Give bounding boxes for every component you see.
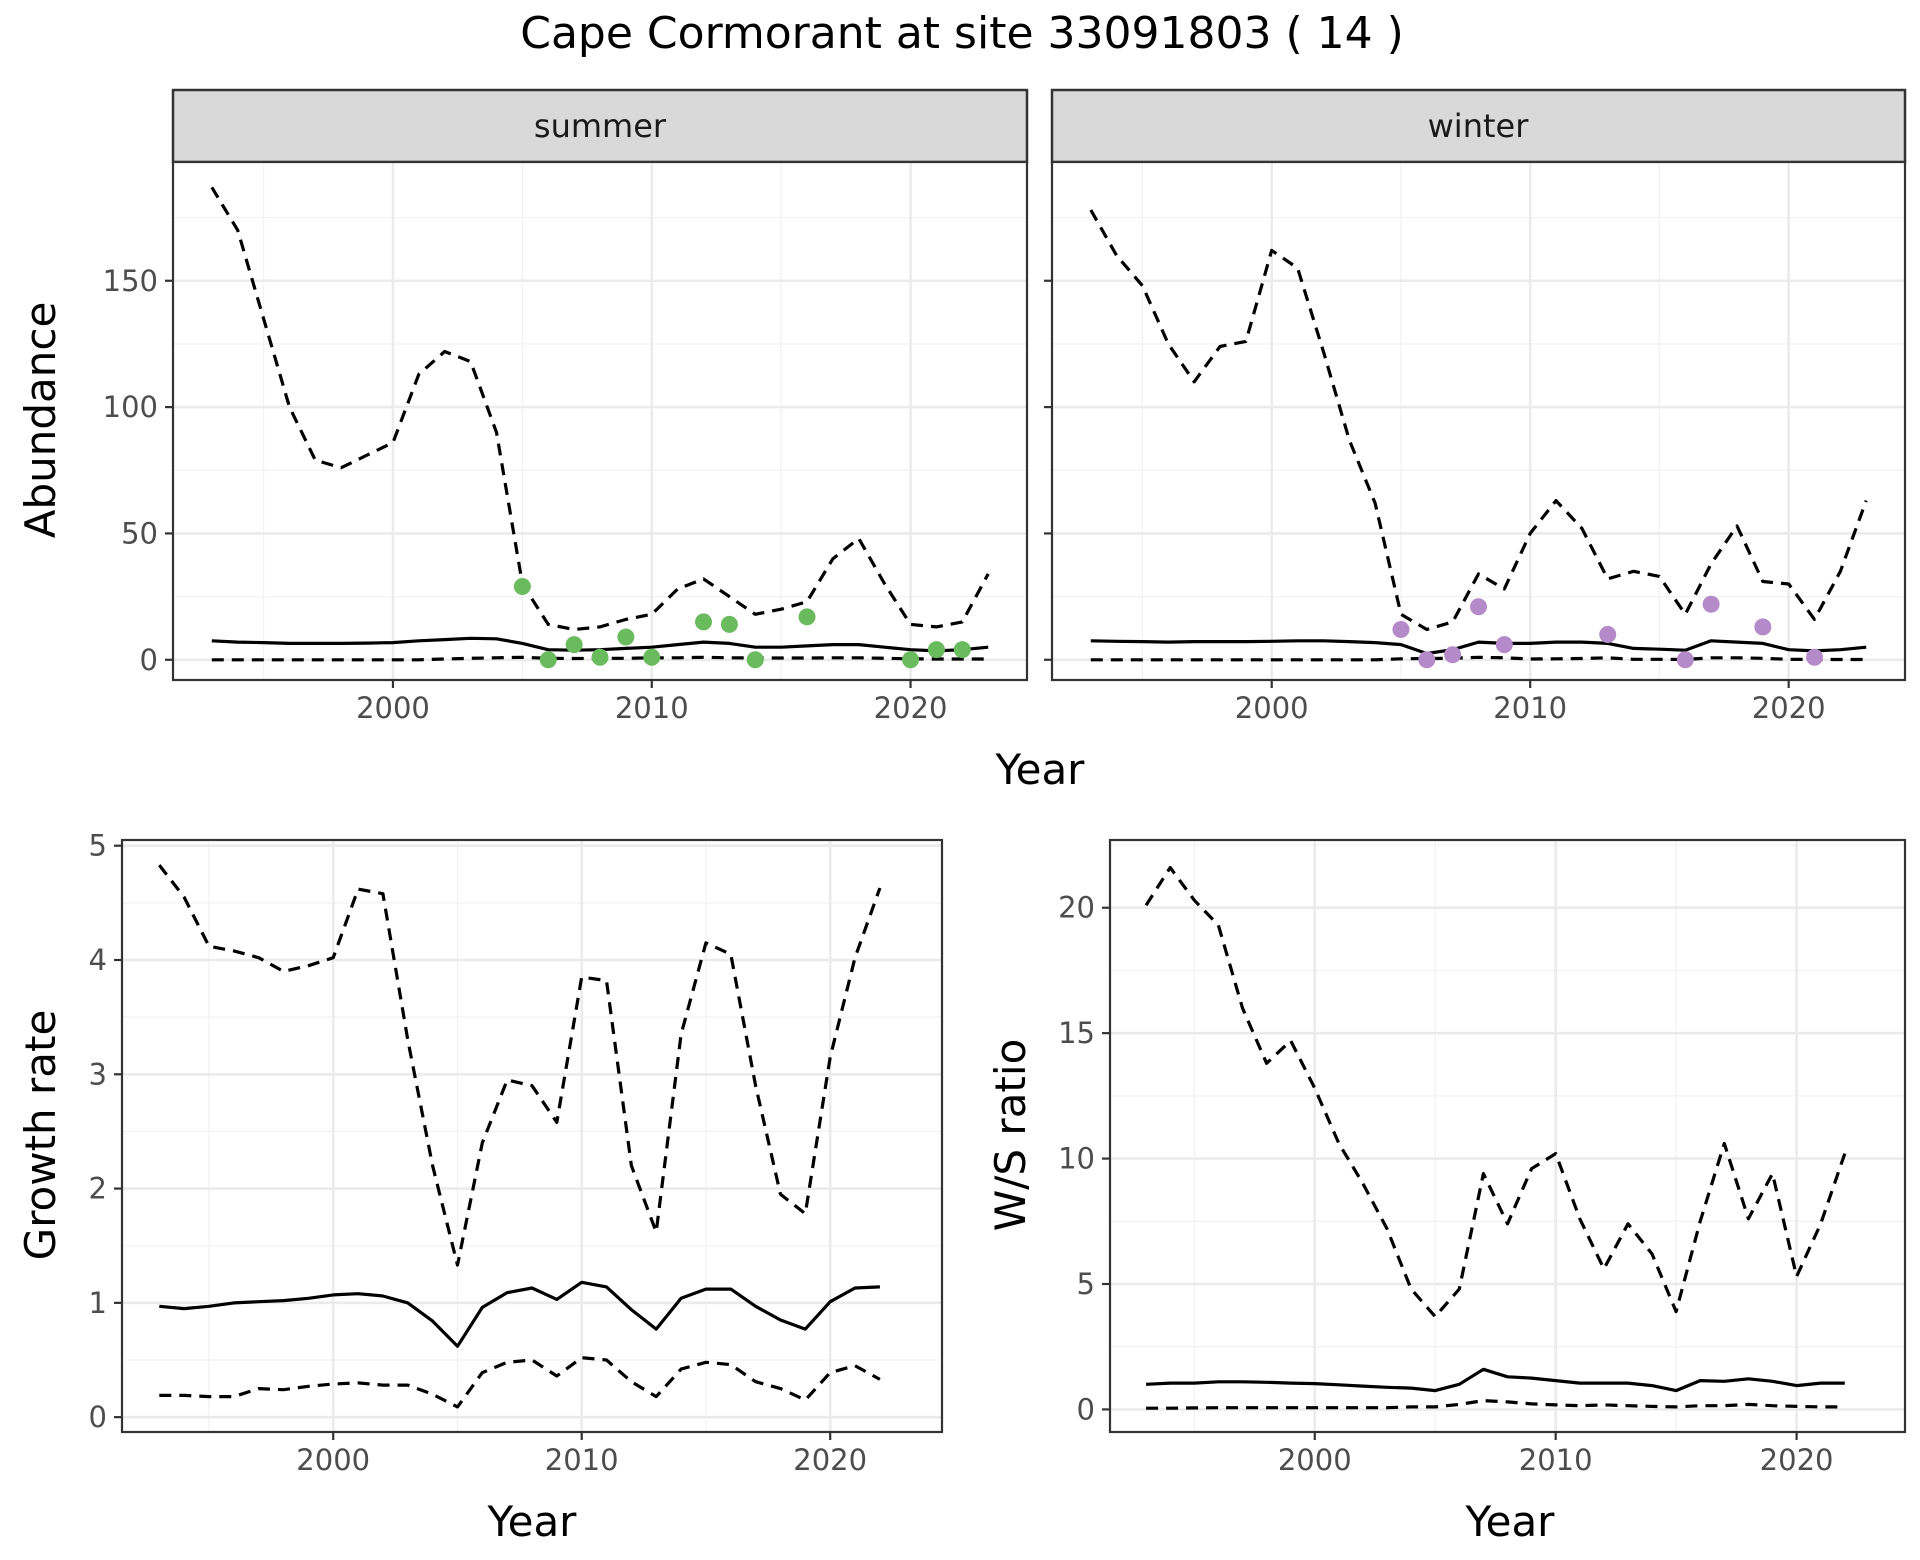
panel-winter-abundance: 2000 2010 2020	[1044, 160, 1907, 725]
summer-observed-point	[591, 648, 609, 666]
winter-series-lower-line	[1090, 655, 1867, 662]
winter-series-mean-line	[1090, 639, 1867, 656]
winter-observed-point	[1444, 646, 1462, 664]
summer-observed-point	[643, 648, 661, 666]
growth-series-lower-line	[159, 1356, 881, 1409]
growth-y-axis-title: Growth rate	[16, 1010, 65, 1261]
growth-x-tick-label: 2020	[793, 1443, 867, 1477]
summer-plot-background	[173, 162, 1027, 680]
top-y-axis-title: Abundance	[16, 302, 65, 539]
ws_ratio-panel-border	[1108, 838, 1907, 1434]
growth-x-axis-title: Year	[487, 1497, 578, 1546]
ws_ratio-y-tick-label: 0	[1077, 1392, 1095, 1426]
growth-y-tick-label: 0	[89, 1400, 107, 1434]
ws_ratio-x-tick-label: 2020	[1760, 1443, 1834, 1477]
summer-x-tick-label: 2020	[874, 691, 948, 725]
ws_ratio-x-tick-label: 2010	[1519, 1443, 1593, 1477]
summer-y-tick-label: 0	[140, 643, 158, 677]
strip-label-summer: summer	[534, 107, 667, 145]
summer-observed-point	[927, 641, 945, 659]
ws_ratio-y-tick-label: 15	[1058, 1016, 1095, 1050]
strip-label-winter: winter	[1428, 107, 1530, 145]
growth-series-mean-line	[159, 1280, 880, 1348]
winter-plot-background	[1052, 162, 1905, 680]
summer-observed-point	[617, 628, 635, 646]
winter-x-tick-label: 2020	[1752, 691, 1826, 725]
winter-observed-point	[1599, 626, 1617, 644]
summer-observed-point	[565, 636, 583, 654]
winter-observed-point	[1806, 648, 1824, 666]
summer-panel-border	[171, 160, 1029, 682]
top-x-axis-title: Year	[995, 745, 1086, 794]
winter-observed-point	[1418, 651, 1436, 669]
ws_ratio-series-lower-line	[1146, 1398, 1845, 1410]
growth-y-tick-label: 2	[89, 1172, 107, 1206]
growth-y-tick-label: 4	[89, 943, 107, 977]
ws-y-axis-title: W/S ratio	[986, 1039, 1035, 1232]
growth-series-upper-line	[158, 864, 882, 1267]
panel-growth-rate: 2000 2010 2020 0 1 2 3 4 5	[89, 829, 944, 1477]
summer-observed-point	[539, 651, 557, 669]
summer-observed-point	[746, 651, 764, 669]
summer-observed-point	[902, 651, 920, 669]
growth-x-tick-label: 2010	[545, 1443, 619, 1477]
ws_ratio-y-tick-label: 10	[1058, 1142, 1095, 1176]
winter-panel-border	[1050, 160, 1907, 682]
winter-observed-point	[1392, 620, 1410, 638]
summer-observed-point	[798, 608, 816, 626]
winter-x-tick-label: 2010	[1493, 691, 1567, 725]
summer-observed-point	[513, 578, 531, 596]
growth-x-tick-label: 2000	[296, 1443, 370, 1477]
growth-y-tick-label: 1	[89, 1286, 107, 1320]
winter-series-upper-line	[1089, 209, 1868, 632]
winter-observed-point	[1754, 618, 1772, 636]
ws_ratio-x-tick-label: 2000	[1278, 1443, 1352, 1477]
summer-x-tick-label: 2010	[615, 691, 689, 725]
ws_ratio-y-tick-label: 20	[1058, 891, 1095, 925]
panel-summer-abundance: 2000 2010 2020 0 50 100 150	[103, 160, 1029, 725]
summer-observed-point	[953, 641, 971, 659]
growth-y-tick-label: 5	[89, 829, 107, 863]
winter-observed-point	[1676, 651, 1694, 669]
ws_ratio-y-tick-label: 5	[1077, 1267, 1095, 1301]
summer-observed-point	[720, 615, 738, 633]
winter-x-tick-label: 2000	[1235, 691, 1309, 725]
summer-x-tick-label: 2000	[356, 691, 430, 725]
growth-plot-background	[122, 840, 942, 1432]
ws-x-axis-title: Year	[1465, 1497, 1556, 1546]
winter-observed-point	[1470, 598, 1487, 616]
ws_ratio-series-mean-line	[1146, 1367, 1845, 1393]
winter-observed-point	[1702, 595, 1720, 613]
strip-summer	[171, 88, 1029, 164]
growth-panel-border	[120, 838, 944, 1434]
figure-title: Cape Cormorant at site 33091803 ( 14 )	[520, 8, 1403, 59]
summer-y-tick-label: 150	[103, 264, 158, 298]
summer-observed-point	[695, 613, 713, 631]
summer-y-tick-label: 50	[121, 516, 158, 550]
ws_ratio-plot-background	[1110, 840, 1905, 1432]
growth-y-tick-label: 3	[89, 1057, 107, 1091]
summer-y-tick-label: 100	[103, 390, 158, 424]
strip-winter	[1050, 88, 1907, 164]
summer-series-upper-line	[210, 186, 990, 632]
panel-ws-ratio: 2000 2010 2020 0 5 10 15 20	[1058, 838, 1907, 1477]
winter-observed-point	[1495, 636, 1513, 654]
